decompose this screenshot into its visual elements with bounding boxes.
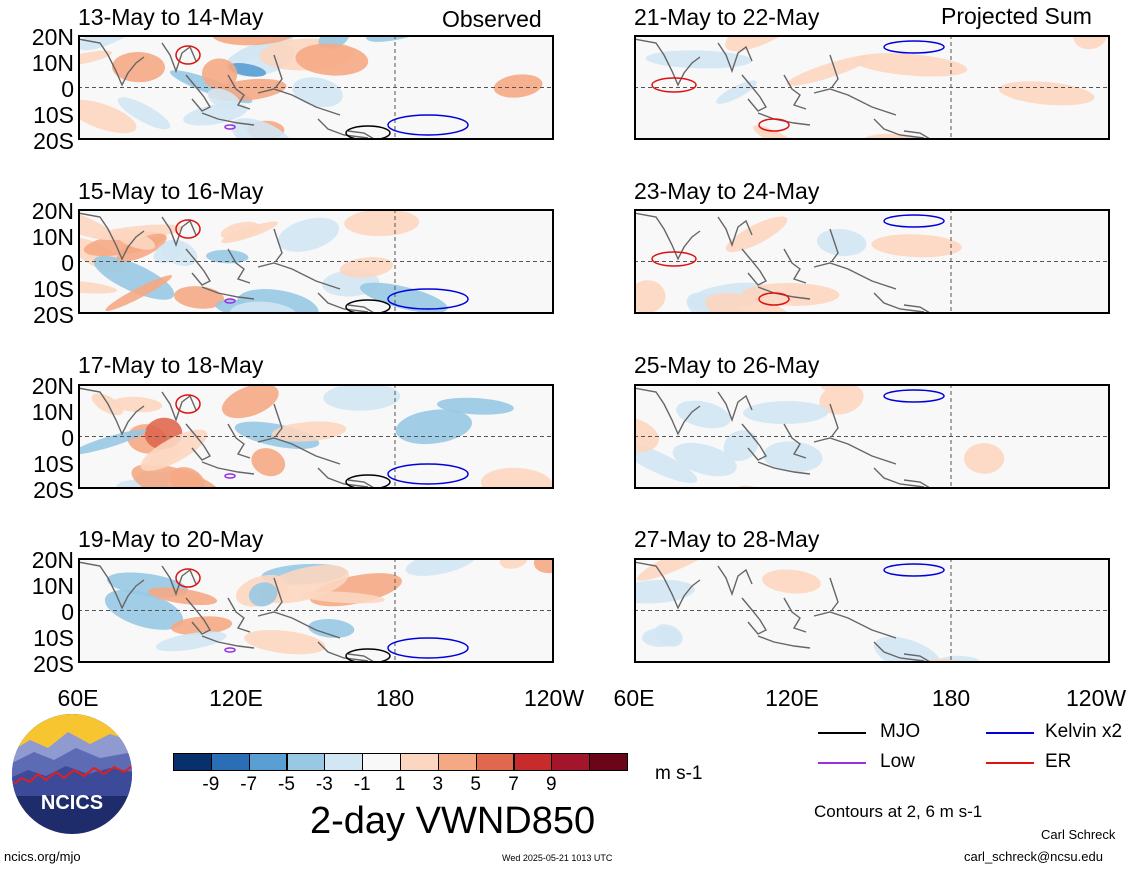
panel-title: 19-May to 20-May (78, 526, 264, 552)
colorbar-tick-label: 7 (508, 774, 519, 795)
projected-header: Projected Sum (941, 3, 1092, 29)
map-panel (634, 35, 1110, 140)
colorbar-ticks: -9 -7 -5 -3 -1 1 3 5 7 9 (173, 775, 627, 797)
colorbar-swatch (362, 753, 401, 771)
lat-label: 20N (31, 373, 74, 399)
colorbar-tick-label: 5 (470, 774, 481, 795)
contour-note: Contours at 2, 6 m s-1 (814, 802, 983, 821)
colorbar-swatch (286, 753, 326, 771)
lon-label: 180 (375, 685, 415, 711)
map-panel (78, 209, 554, 314)
panel-title: 25-May to 26-May (634, 352, 820, 378)
panel-title: 21-May to 22-May (634, 4, 820, 30)
legend-low-label: Low (880, 751, 915, 772)
map-panel (634, 384, 1110, 489)
colorbar-swatch (513, 753, 553, 771)
lat-label: 20S (33, 302, 74, 328)
colorbar-tick-label: -7 (240, 774, 258, 795)
colorbar-tick-label: -9 (202, 774, 220, 795)
colorbar-swatch (324, 753, 364, 771)
lat-label: 10S (33, 451, 74, 477)
ncics-logo: NCICS (12, 714, 132, 834)
panel-title: 13-May to 14-May (78, 4, 264, 30)
colorbar-swatch (589, 753, 628, 771)
svg-text:NCICS: NCICS (41, 792, 103, 814)
footer-timestamp: Wed 2025-05-21 1013 UTC (502, 853, 613, 863)
panel-title: 17-May to 18-May (78, 352, 264, 378)
observed-header: Observed (442, 6, 542, 32)
lon-label: 180 (931, 685, 971, 711)
lat-label: 0 (61, 599, 74, 625)
colorbar-swatch (475, 753, 515, 771)
lat-label: 20S (33, 651, 74, 677)
lat-label: 20S (33, 477, 74, 503)
colorbar-tick-label: -5 (278, 774, 295, 795)
lon-label: 60E (57, 685, 99, 711)
colorbar (173, 753, 628, 771)
legend-mjo-label: MJO (880, 721, 921, 742)
map-panel (78, 384, 554, 489)
legend-low-line (818, 762, 866, 764)
map-panel (634, 209, 1110, 314)
footer-author: Carl Schreck (1041, 827, 1116, 842)
lat-label: 10N (31, 573, 74, 599)
panel-title: 27-May to 28-May (634, 526, 820, 552)
lat-label: 10N (31, 224, 74, 250)
panel-title: 15-May to 16-May (78, 178, 264, 204)
legend-kelvin-label: Kelvin x2 (1045, 721, 1123, 742)
colorbar-tick-label: 9 (546, 774, 557, 795)
colorbar-tick-label: -1 (353, 774, 371, 795)
map-panel (78, 558, 554, 663)
colorbar-swatch (551, 753, 591, 771)
legend-kelvin-line (986, 732, 1034, 734)
legend-mjo-line (818, 732, 866, 734)
lon-label: 120E (765, 685, 819, 711)
legend-er-line (986, 762, 1034, 764)
lat-label: 10N (31, 399, 74, 425)
lon-label: 60E (613, 685, 655, 711)
colorbar-swatch (248, 753, 288, 771)
lat-label: 20N (31, 198, 74, 224)
colorbar-swatch (210, 753, 250, 771)
footer-email[interactable]: carl_schreck@ncsu.edu (964, 849, 1103, 864)
map-panel (78, 35, 554, 140)
lat-label: 10S (33, 276, 74, 302)
colorbar-swatch (173, 753, 212, 771)
lat-label: 10N (31, 50, 74, 76)
lat-label: 10S (33, 102, 74, 128)
lat-label: 10S (33, 625, 74, 651)
colorbar-swatch (437, 753, 477, 771)
lat-label: 0 (61, 250, 74, 276)
map-panel (634, 558, 1110, 663)
colorbar-tick-label: 1 (394, 774, 406, 795)
colorbar-tick-label: -3 (315, 774, 333, 795)
lat-label: 20S (33, 128, 74, 154)
lon-label: 120W (523, 685, 585, 711)
lat-label: 20N (31, 24, 74, 50)
main-title: 2-day VWND850 (310, 800, 596, 842)
lat-label: 20N (31, 547, 74, 573)
legend-er-label: ER (1045, 751, 1072, 772)
colorbar-tick-label: 3 (432, 774, 444, 795)
lon-label: 120W (1066, 687, 1127, 710)
lat-label: 0 (61, 76, 74, 102)
colorbar-swatch (400, 753, 439, 771)
colorbar-units: m s-1 (655, 763, 703, 784)
footer-url[interactable]: ncics.org/mjo (4, 849, 81, 864)
lat-label: 0 (61, 425, 74, 451)
panel-title: 23-May to 24-May (634, 178, 820, 204)
lon-label: 120E (209, 685, 263, 711)
